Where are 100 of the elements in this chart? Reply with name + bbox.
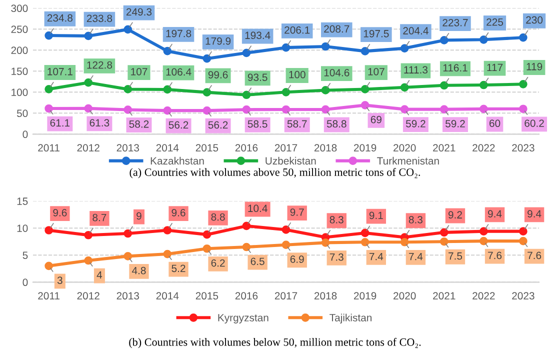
x-tick-label: 2020 xyxy=(394,144,416,152)
point xyxy=(519,236,528,246)
y-tick-label: 250 xyxy=(11,26,28,34)
y-tick-label: 300 xyxy=(11,4,28,12)
point xyxy=(242,242,251,252)
data-label: 104.6 xyxy=(324,68,350,76)
data-label: 100 xyxy=(289,70,306,78)
data-label: 107 xyxy=(368,68,384,76)
legend-label: Kyrgyzstan xyxy=(218,314,268,324)
data-label: 59.2 xyxy=(406,120,426,128)
data-label: 6.5 xyxy=(250,258,264,266)
data-label: 56.2 xyxy=(208,121,228,129)
data-label: 119 xyxy=(526,62,542,70)
data-label: 61.1 xyxy=(50,119,70,127)
point xyxy=(519,104,528,114)
x-tick-label: 2016 xyxy=(235,144,258,152)
data-label: 99.6 xyxy=(208,71,228,78)
point xyxy=(519,33,528,42)
data-label: 58.2 xyxy=(129,120,149,128)
data-label: 107.1 xyxy=(48,68,72,76)
data-label: 9.6 xyxy=(172,209,186,216)
point xyxy=(400,238,409,246)
point xyxy=(360,238,370,246)
text: (a) Countries with volumes above 50, million metric tons of CO₂. xyxy=(130,168,420,178)
point xyxy=(242,48,251,58)
x-tick-label: 2017 xyxy=(274,144,298,152)
data-label: 8.8 xyxy=(211,213,225,221)
data-label: 58.8 xyxy=(326,120,346,128)
point xyxy=(242,222,251,230)
data-label: 116.1 xyxy=(443,64,468,72)
x-tick-label: 2016 xyxy=(235,292,258,300)
y-tick-label: 150 xyxy=(12,68,28,76)
point xyxy=(84,78,93,87)
data-label: 8.3 xyxy=(330,216,344,224)
data-label: 9.4 xyxy=(488,210,502,218)
point xyxy=(163,46,172,56)
point xyxy=(479,236,488,246)
data-label: 7.6 xyxy=(528,252,542,260)
data-label: 56.2 xyxy=(168,121,188,129)
point xyxy=(479,227,488,236)
data-label: 7.6 xyxy=(488,252,502,260)
x-tick-label: 2018 xyxy=(314,292,337,300)
data-label: 206.1 xyxy=(284,26,310,34)
data-label: 7.5 xyxy=(448,252,462,260)
data-label: 9 xyxy=(136,212,142,220)
point xyxy=(321,86,330,94)
point xyxy=(519,227,528,236)
x-tick-label: 2021 xyxy=(433,144,456,152)
data-label: 4 xyxy=(96,271,102,278)
legend-label: Turkmenistan xyxy=(377,156,439,165)
data-label: 117 xyxy=(487,64,503,72)
point xyxy=(84,32,93,40)
data-label: 7.4 xyxy=(369,252,384,260)
point xyxy=(84,230,93,240)
data-label: 197.5 xyxy=(364,30,389,38)
data-label: 230 xyxy=(526,16,543,24)
y-tick-label: 15 xyxy=(17,198,28,205)
point xyxy=(124,85,132,94)
point xyxy=(360,101,370,110)
data-label: 59.2 xyxy=(446,120,465,128)
data-label: 7.4 xyxy=(409,252,423,260)
data-label: 193.4 xyxy=(245,32,270,40)
y-tick-label: 0 xyxy=(22,278,28,286)
point xyxy=(44,104,53,113)
x-tick-label: 2013 xyxy=(116,144,140,152)
point xyxy=(202,88,212,96)
data-label: 3 xyxy=(57,276,62,284)
data-label: 9.1 xyxy=(369,212,383,220)
data-label: 204.4 xyxy=(403,27,428,34)
data-label: 60.2 xyxy=(524,120,544,127)
point xyxy=(440,237,448,246)
point xyxy=(440,36,448,44)
point xyxy=(479,104,488,114)
data-label: 225 xyxy=(486,18,504,26)
data-label: 179.9 xyxy=(206,37,231,45)
point xyxy=(202,244,212,253)
x-tick-label: 2018 xyxy=(314,144,337,152)
x-tick-label: 2014 xyxy=(156,292,179,300)
data-label: 6.2 xyxy=(211,259,225,267)
y-tick-label: 10 xyxy=(17,224,28,232)
point xyxy=(124,229,132,238)
x-tick-label: 2017 xyxy=(274,292,298,300)
data-label: 61.3 xyxy=(90,119,110,126)
data-label: 197.8 xyxy=(166,30,192,38)
y-tick-label: 100 xyxy=(12,88,28,96)
x-tick-label: 2012 xyxy=(77,292,100,300)
x-tick-label: 2013 xyxy=(116,292,140,300)
point xyxy=(242,105,251,114)
x-tick-label: 2019 xyxy=(354,144,376,152)
data-label: 122.8 xyxy=(87,61,112,69)
point xyxy=(400,83,409,92)
x-tick-label: 2021 xyxy=(433,292,456,300)
legend-label: Tajikistan xyxy=(330,314,372,324)
point xyxy=(282,88,290,96)
point xyxy=(202,230,212,239)
y-tick-label: 0 xyxy=(22,130,28,138)
data-label: 9.6 xyxy=(53,209,67,216)
point xyxy=(282,240,290,250)
data-label: 9.4 xyxy=(528,210,542,218)
point xyxy=(163,226,172,234)
